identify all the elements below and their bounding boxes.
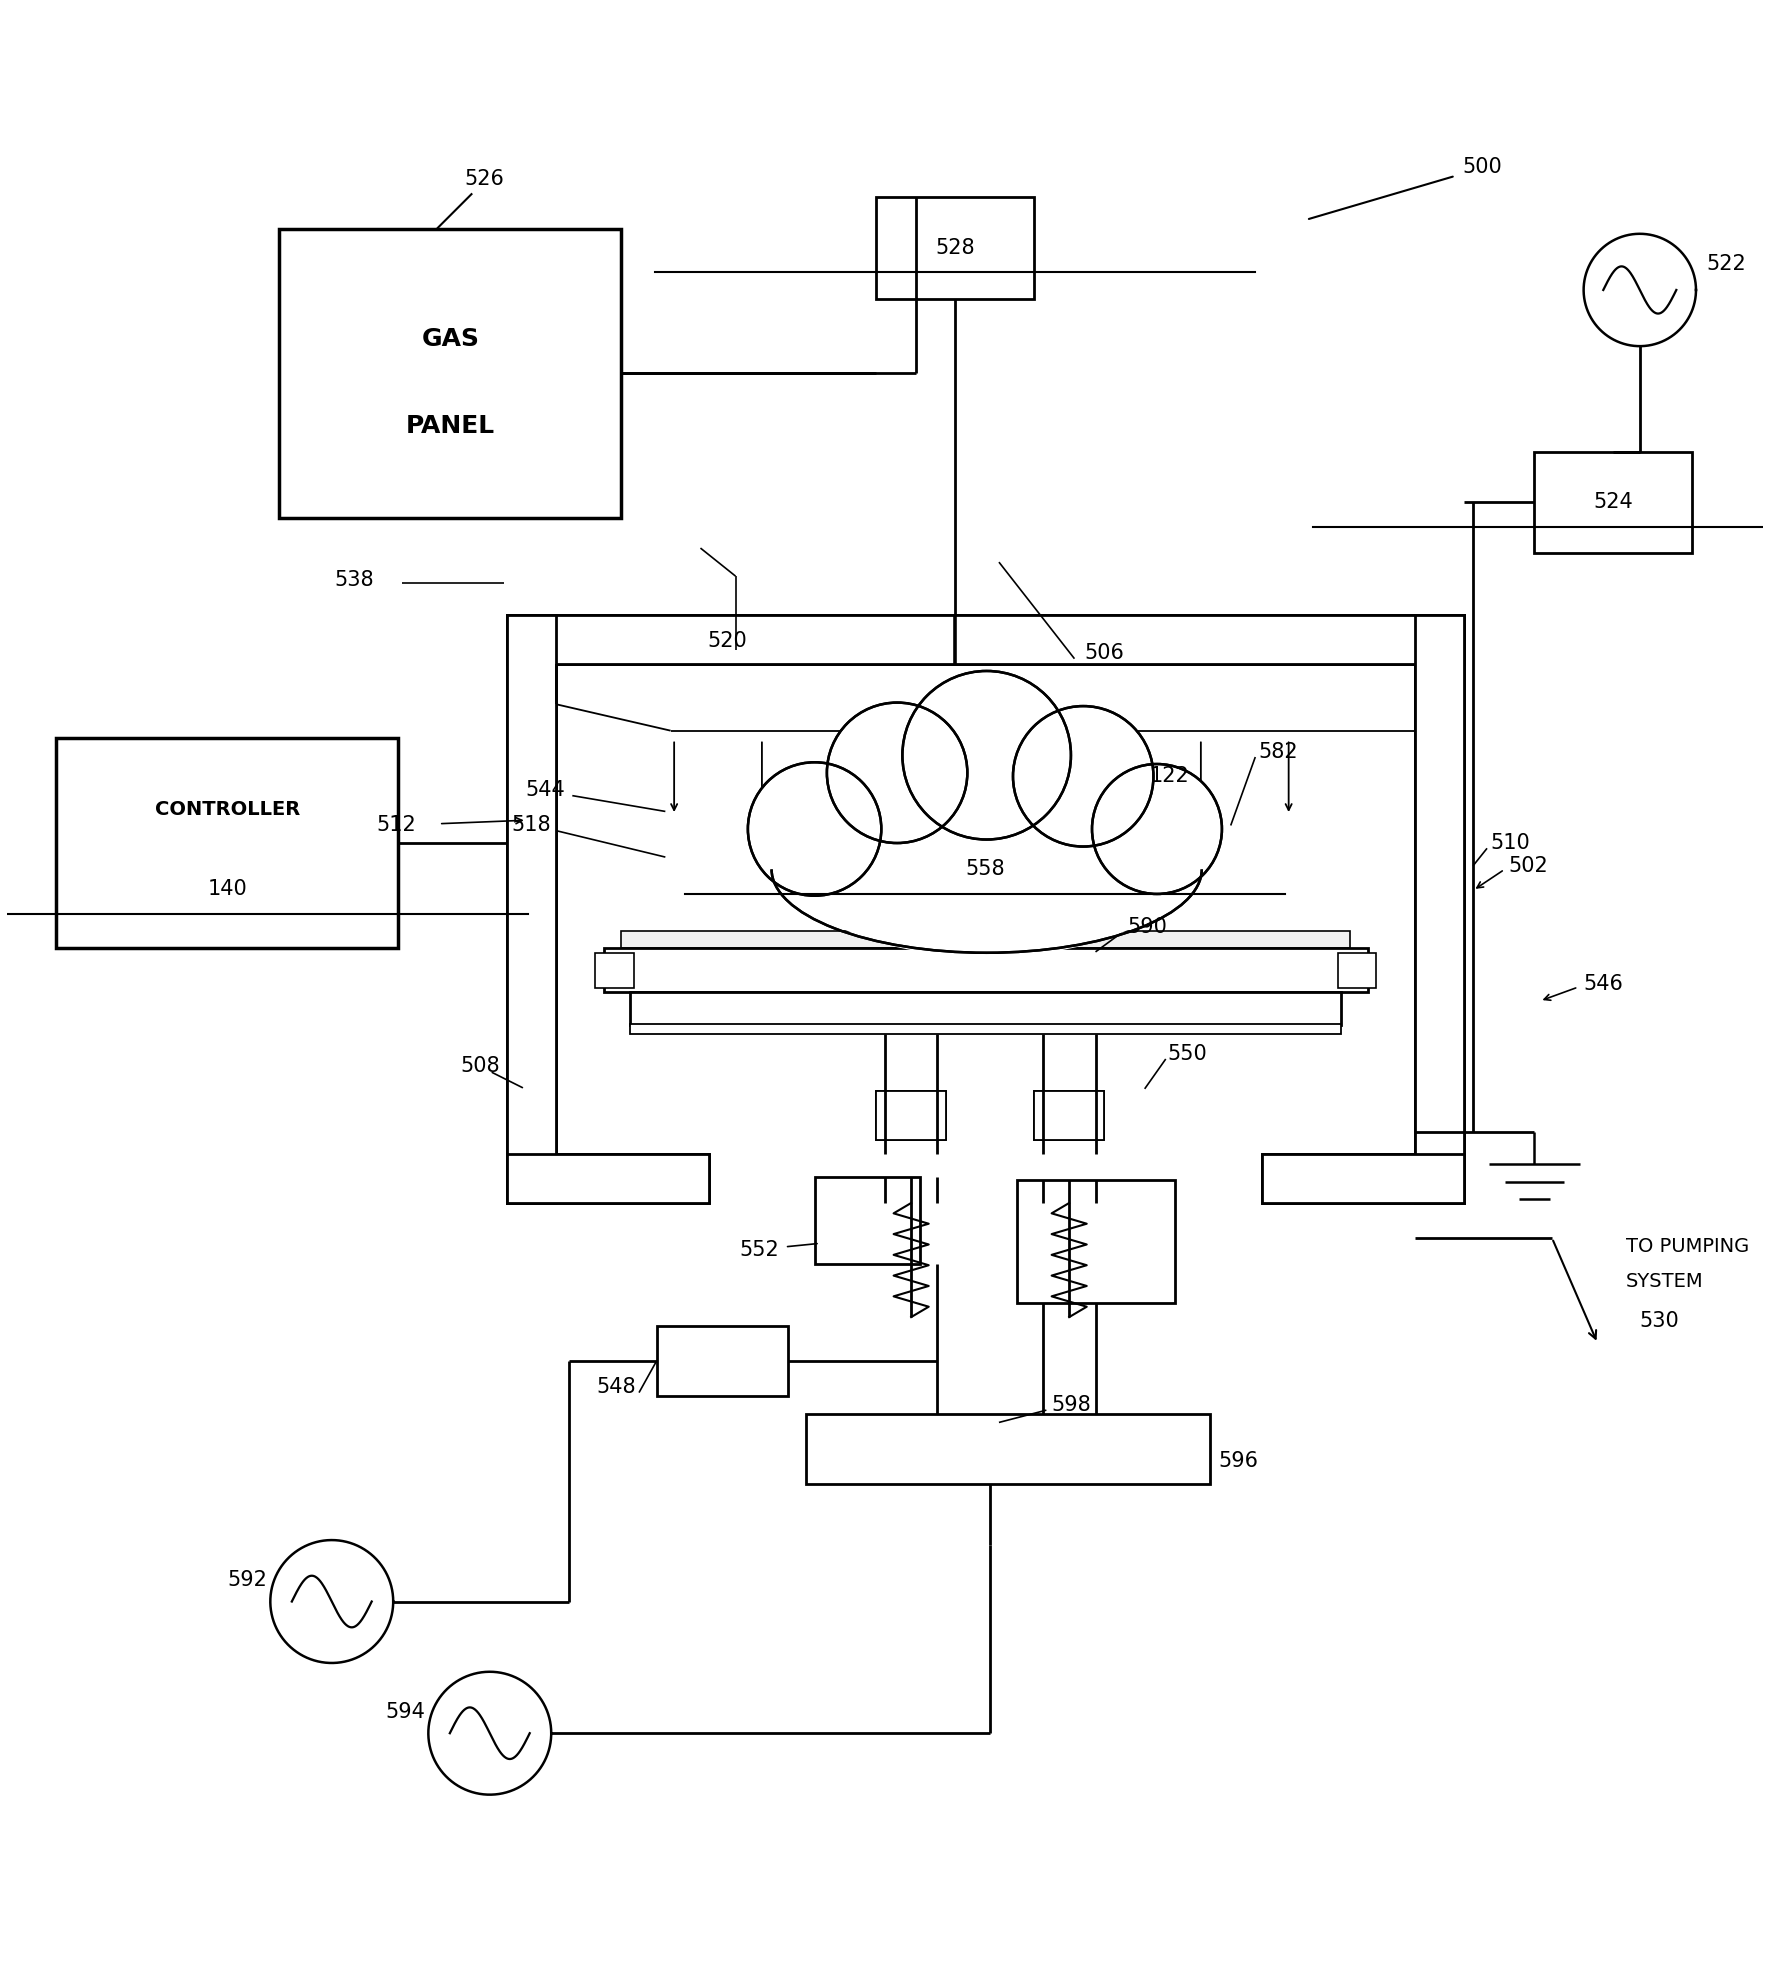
- Text: 520: 520: [707, 631, 746, 651]
- Text: 582: 582: [1258, 742, 1298, 761]
- Text: 510: 510: [1490, 834, 1530, 854]
- Text: 508: 508: [461, 1056, 500, 1076]
- Text: 594: 594: [386, 1701, 425, 1723]
- Text: 598: 598: [1051, 1395, 1091, 1414]
- Bar: [630, 991, 1341, 1025]
- Bar: [1416, 616, 1464, 1204]
- Circle shape: [826, 702, 967, 844]
- Text: PANEL: PANEL: [405, 413, 494, 437]
- Circle shape: [748, 763, 882, 895]
- Circle shape: [1092, 763, 1223, 893]
- Bar: [1262, 1155, 1464, 1204]
- Text: 538: 538: [336, 570, 375, 590]
- Text: 502: 502: [1508, 856, 1548, 875]
- Text: 512: 512: [377, 816, 416, 836]
- Bar: [278, 228, 621, 517]
- Text: 526: 526: [464, 169, 505, 189]
- Bar: [1034, 1090, 1105, 1139]
- Text: 522: 522: [1706, 254, 1746, 273]
- Bar: [507, 1155, 709, 1204]
- Bar: [910, 926, 1051, 948]
- Text: 530: 530: [1640, 1310, 1680, 1330]
- Text: 500: 500: [1462, 157, 1501, 177]
- Text: 546: 546: [1583, 974, 1624, 993]
- Bar: [594, 952, 634, 987]
- Text: 550: 550: [1167, 1044, 1207, 1064]
- Bar: [1535, 452, 1692, 553]
- Circle shape: [903, 671, 1071, 840]
- Text: 140: 140: [207, 879, 246, 899]
- Text: 596: 596: [1219, 1452, 1258, 1471]
- Bar: [603, 948, 1367, 991]
- Text: CONTROLLER: CONTROLLER: [155, 801, 300, 818]
- Text: 590: 590: [1126, 917, 1167, 938]
- Text: TO PUMPING: TO PUMPING: [1626, 1237, 1749, 1257]
- Bar: [657, 1326, 789, 1397]
- Bar: [1034, 1090, 1105, 1139]
- Text: SYSTEM: SYSTEM: [1626, 1273, 1703, 1292]
- Bar: [507, 616, 1464, 665]
- Text: 544: 544: [525, 781, 566, 801]
- Bar: [507, 616, 557, 1204]
- Bar: [621, 930, 1349, 948]
- Bar: [630, 1025, 1341, 1035]
- Text: GAS: GAS: [421, 327, 480, 350]
- Ellipse shape: [776, 745, 1198, 958]
- Text: 528: 528: [935, 238, 975, 258]
- Bar: [507, 616, 1464, 665]
- Text: 552: 552: [739, 1241, 780, 1261]
- Bar: [876, 1090, 946, 1139]
- Text: 518: 518: [512, 816, 552, 836]
- Bar: [814, 1176, 919, 1265]
- Text: 558: 558: [966, 860, 1005, 879]
- Bar: [1416, 616, 1464, 1204]
- Ellipse shape: [760, 742, 1208, 944]
- Bar: [507, 616, 557, 1204]
- Bar: [876, 197, 1034, 299]
- Bar: [876, 1090, 946, 1139]
- Text: 122: 122: [1150, 767, 1189, 787]
- Text: 506: 506: [1083, 643, 1125, 663]
- Bar: [1337, 952, 1376, 987]
- Bar: [507, 1155, 709, 1204]
- Bar: [1016, 1180, 1175, 1302]
- Bar: [805, 1414, 1210, 1483]
- Bar: [1262, 1155, 1464, 1204]
- Text: 592: 592: [227, 1570, 266, 1591]
- Text: 524: 524: [1594, 492, 1633, 513]
- Bar: [55, 738, 398, 948]
- Circle shape: [1014, 706, 1153, 846]
- Text: 548: 548: [596, 1377, 635, 1397]
